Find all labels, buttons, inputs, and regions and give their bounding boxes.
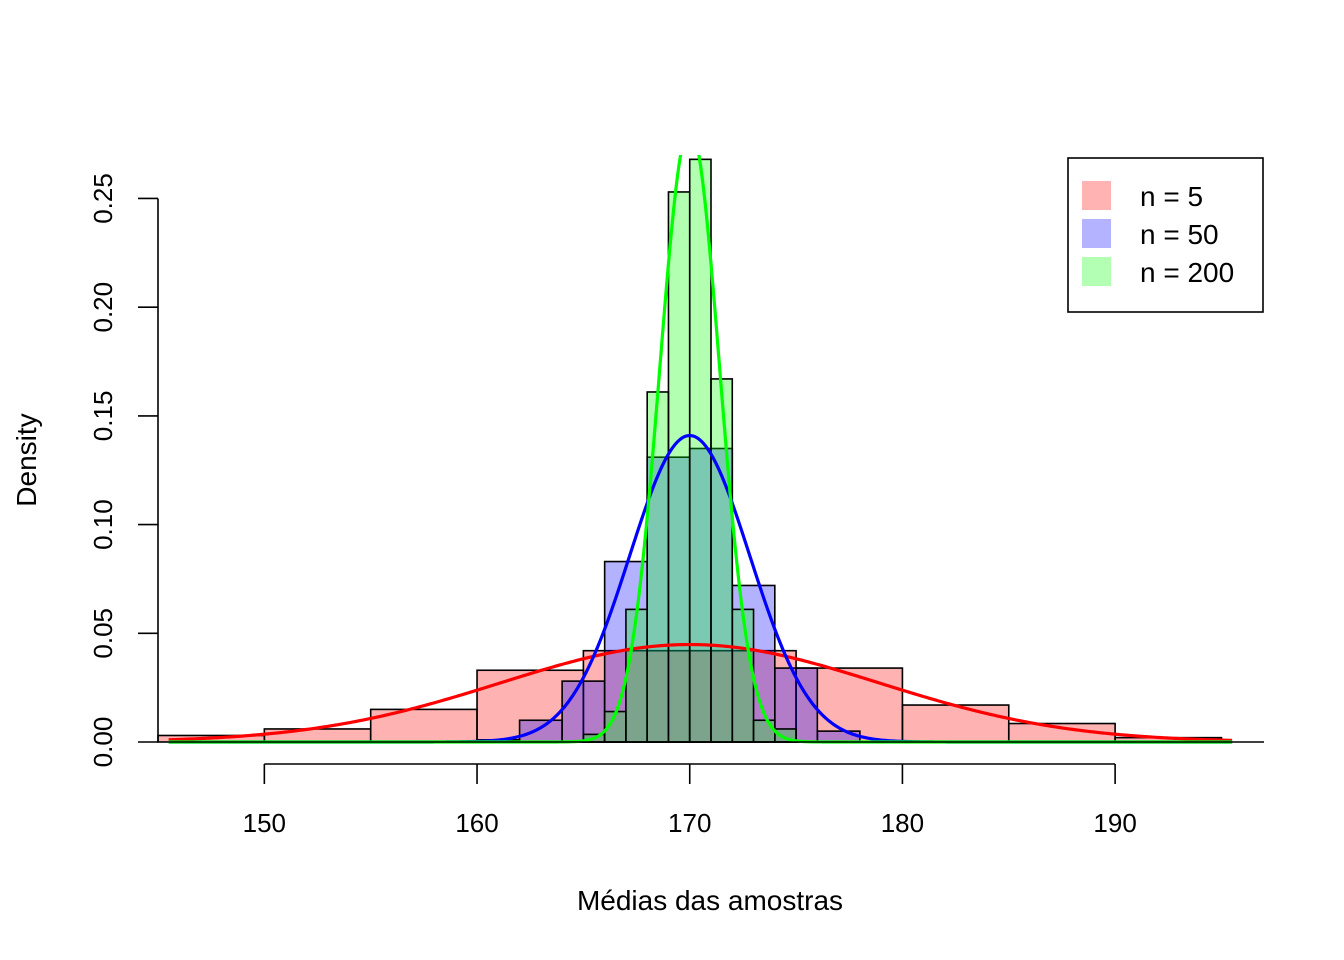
hist-bar-3-5: [667, 191, 691, 743]
hist-bar-3-8: [731, 608, 755, 743]
hist-bar-1-8: [901, 704, 1010, 743]
x-tick-label-2: 160: [455, 808, 498, 838]
legend-label-1: n = 5: [1140, 181, 1203, 212]
legend-label-2: n = 50: [1140, 219, 1219, 250]
y-tick-label-2: 0.05: [88, 608, 118, 659]
legend-label-3: n = 200: [1140, 257, 1234, 288]
y-tick-label-5: 0.20: [88, 282, 118, 333]
x-tick-label-1: 150: [243, 808, 286, 838]
legend-swatch-1: [1082, 181, 1111, 210]
histogram-layer: [157, 158, 1223, 743]
density-curve-1: [168, 642, 1233, 742]
y-tick-label-6: 0.25: [88, 173, 118, 224]
hist-bar-3-9: [752, 719, 776, 743]
x-axis-title: Médias das amostras: [577, 885, 843, 916]
y-axis-title: Density: [11, 413, 42, 506]
y-tick-label-3: 0.10: [88, 499, 118, 550]
y-tick-label-1: 0.00: [88, 717, 118, 768]
x-tick-label-5: 190: [1093, 808, 1136, 838]
legend-swatch-2: [1082, 219, 1111, 248]
hist-bar-3-3: [625, 608, 648, 743]
axes: 150 160 170 180 190 0.00 0.05 0.10 0.15 0.20 0.25: [88, 173, 1264, 838]
x-tick-label-4: 180: [881, 808, 924, 838]
hist-bar-2-2: [518, 719, 563, 743]
y-tick-label-4: 0.15: [88, 391, 118, 442]
hist-bar-3-7: [710, 378, 734, 743]
x-tick-label-3: 170: [668, 808, 711, 838]
legend-swatch-3: [1082, 257, 1111, 286]
legend: n = 5 n = 50 n = 200: [1067, 157, 1264, 313]
hist-bar-2-3: [561, 680, 606, 743]
hist-bar-1-2: [263, 728, 372, 743]
hist-bar-3-4: [646, 391, 670, 743]
